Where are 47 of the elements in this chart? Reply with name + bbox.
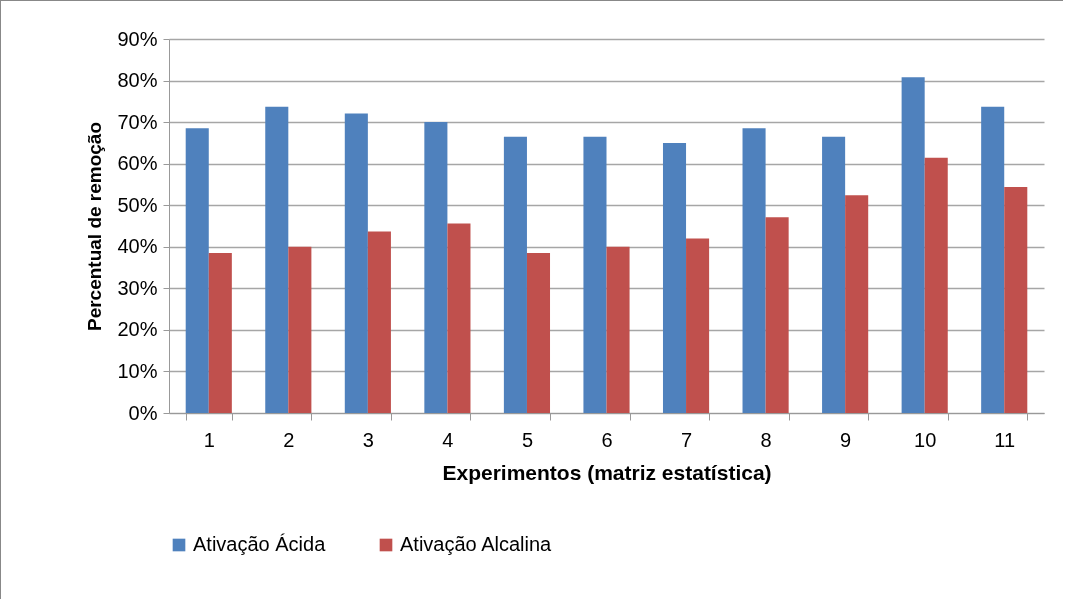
- legend-label: Ativação Ácida: [193, 533, 327, 555]
- y-tick-label: 90%: [117, 27, 158, 50]
- bar: [901, 77, 925, 413]
- y-axis-title: Percentual de remoção: [84, 121, 106, 332]
- bar: [583, 136, 607, 413]
- y-tick-label: 70%: [117, 110, 158, 133]
- y-tick-label: 10%: [117, 359, 158, 382]
- bar: [447, 223, 471, 413]
- bar: [503, 136, 527, 413]
- y-tick-label: 0%: [128, 401, 158, 424]
- x-tick-label: 7: [680, 428, 693, 451]
- bar: [924, 157, 948, 413]
- bar: [981, 106, 1005, 413]
- bar: [526, 253, 551, 413]
- bar: [1004, 186, 1028, 413]
- bar: [845, 195, 869, 413]
- x-tick-label: 11: [994, 428, 1016, 451]
- y-tick-label: 20%: [117, 318, 158, 341]
- bar: [662, 142, 687, 413]
- x-tick-label: 10: [914, 428, 937, 451]
- bar: [288, 246, 312, 413]
- bar: [185, 128, 209, 413]
- y-tick-label: 60%: [117, 152, 158, 175]
- bar: [686, 238, 710, 413]
- x-tick-label: 5: [521, 428, 534, 451]
- y-tick-label: 80%: [117, 69, 158, 92]
- bar: [344, 113, 368, 413]
- x-tick-label: 8: [760, 428, 772, 451]
- y-tick-label: 50%: [117, 193, 158, 216]
- x-tick-label: 6: [601, 428, 613, 451]
- x-tick-label: 3: [362, 428, 374, 451]
- bar: [367, 231, 391, 413]
- bar: [265, 106, 289, 413]
- bar: [208, 253, 232, 413]
- bar: [765, 217, 789, 413]
- bar: [424, 122, 448, 413]
- x-tick-label: 2: [283, 428, 295, 451]
- y-tick-label: 40%: [117, 235, 158, 258]
- bar: [742, 128, 766, 413]
- x-tick-label: 9: [840, 428, 852, 451]
- x-axis-title: Experimentos (matriz estatística): [442, 460, 772, 484]
- legend-label: Ativação Alcalina: [400, 533, 553, 555]
- x-tick-label: 4: [442, 428, 454, 451]
- x-tick-label: 1: [203, 428, 215, 451]
- y-tick-label: 30%: [117, 276, 158, 299]
- bar: [606, 246, 630, 413]
- bar: [822, 136, 846, 413]
